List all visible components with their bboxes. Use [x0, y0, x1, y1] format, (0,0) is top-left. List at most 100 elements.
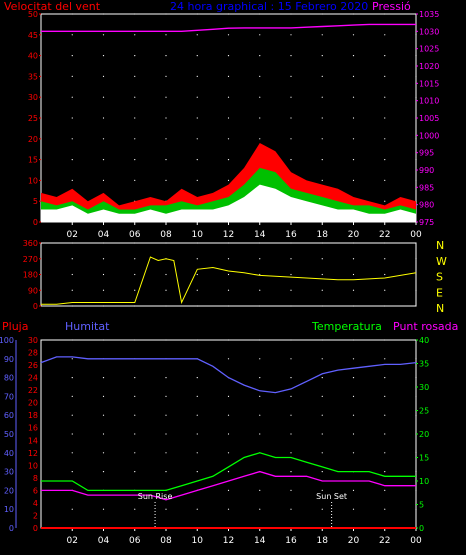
grid-dot — [165, 414, 167, 416]
grid-dot — [415, 34, 417, 36]
grid-dot — [415, 75, 417, 77]
grid-dot — [227, 117, 230, 119]
grid-dot — [415, 273, 417, 276]
grid-dot — [134, 289, 136, 291]
grid-dot — [384, 414, 386, 416]
grid-dot — [259, 96, 261, 98]
x-tick-label: 00 — [410, 536, 422, 546]
grid-dot — [321, 179, 323, 181]
humidity-tick-label: 40 — [4, 449, 14, 458]
grid-dot — [227, 508, 230, 510]
grid-dot — [384, 289, 386, 291]
grid-dot — [259, 289, 261, 291]
grid-dot — [102, 339, 105, 341]
pressure-line — [41, 23, 416, 32]
grid-dot — [352, 55, 355, 57]
grid-dot — [415, 489, 417, 491]
y-tick-label: 40 — [28, 52, 38, 61]
grid-dot — [134, 273, 136, 276]
grid-dot — [415, 96, 417, 98]
grid-dot — [71, 289, 73, 291]
rain-tick-label: 2 — [33, 511, 38, 520]
grid-dot — [227, 433, 230, 435]
grid-dot — [134, 395, 136, 397]
grid-dot — [165, 339, 167, 341]
grid-dot — [259, 13, 261, 15]
y-tick-label: 35 — [28, 72, 38, 81]
compass-label: N — [436, 302, 444, 315]
x-tick-label: 02 — [67, 536, 78, 546]
grid-dot — [71, 75, 73, 77]
grid-dot — [165, 13, 167, 15]
y-tick-label: 0 — [33, 218, 38, 227]
y-tick-label: 40 — [419, 336, 429, 345]
grid-dot — [415, 508, 417, 510]
grid-dot — [384, 305, 386, 307]
grid-dot — [290, 117, 292, 119]
compass-label: E — [436, 286, 443, 299]
grid-dot — [384, 358, 386, 360]
x-tick-label: 18 — [317, 230, 329, 240]
grid-dot — [352, 179, 355, 181]
x-tick-label: 06 — [129, 230, 141, 240]
grid-dot — [321, 289, 323, 291]
grid-dot — [384, 117, 386, 119]
x-tick-label: 04 — [98, 536, 110, 546]
y-tick-label: 270 — [23, 255, 38, 264]
grid-dot — [321, 34, 323, 36]
humidity-tick-label: 70 — [4, 392, 14, 401]
grid-dot — [227, 489, 230, 491]
humidity-tick-label: 20 — [4, 486, 14, 495]
grid-dot — [321, 305, 323, 307]
grid-dot — [259, 377, 261, 379]
grid-dot — [415, 55, 417, 57]
grid-dot — [259, 358, 261, 360]
grid-dot — [384, 96, 386, 98]
x-tick-label: 22 — [379, 536, 390, 546]
grid-dot — [352, 117, 355, 119]
grid-dot — [290, 433, 292, 435]
dewpoint-line — [41, 470, 416, 501]
rain-tick-label: 4 — [33, 499, 38, 508]
grid-dot — [259, 55, 261, 57]
grid-dot — [384, 258, 386, 260]
grid-dot — [415, 258, 417, 260]
grid-dot — [290, 508, 292, 510]
grid-dot — [259, 273, 261, 276]
grid-dot — [352, 96, 355, 98]
rain-tick-label: 10 — [28, 461, 38, 470]
y-tick-label: 980 — [419, 201, 434, 210]
x-tick-label: 10 — [192, 536, 204, 546]
grid-dot — [196, 452, 198, 454]
grid-dot — [196, 96, 198, 98]
grid-dot — [165, 433, 167, 435]
x-tick-label: 22 — [379, 230, 390, 240]
grid-dot — [102, 273, 105, 276]
grid-dot — [290, 75, 292, 77]
grid-dot — [196, 508, 198, 510]
grid-dot — [352, 34, 355, 36]
x-tick-label: 16 — [285, 536, 297, 546]
rain-tick-label: 24 — [28, 374, 38, 383]
grid-dot — [102, 13, 105, 15]
grid-dot — [415, 138, 417, 140]
grid-dot — [384, 13, 386, 15]
grid-dot — [321, 138, 323, 140]
rain-tick-label: 6 — [33, 486, 38, 495]
y-tick-label: 1005 — [419, 114, 439, 123]
grid-dot — [165, 96, 167, 98]
humidity-tick-label: 100 — [0, 336, 14, 345]
y-tick-label: 15 — [419, 454, 429, 463]
grid-dot — [196, 471, 198, 473]
compass-label: W — [436, 255, 447, 268]
grid-dot — [71, 273, 73, 276]
grid-dot — [134, 433, 136, 435]
grid-dot — [196, 34, 198, 36]
grid-dot — [259, 414, 261, 416]
grid-dot — [259, 34, 261, 36]
grid-dot — [196, 242, 198, 244]
grid-dot — [165, 377, 167, 379]
